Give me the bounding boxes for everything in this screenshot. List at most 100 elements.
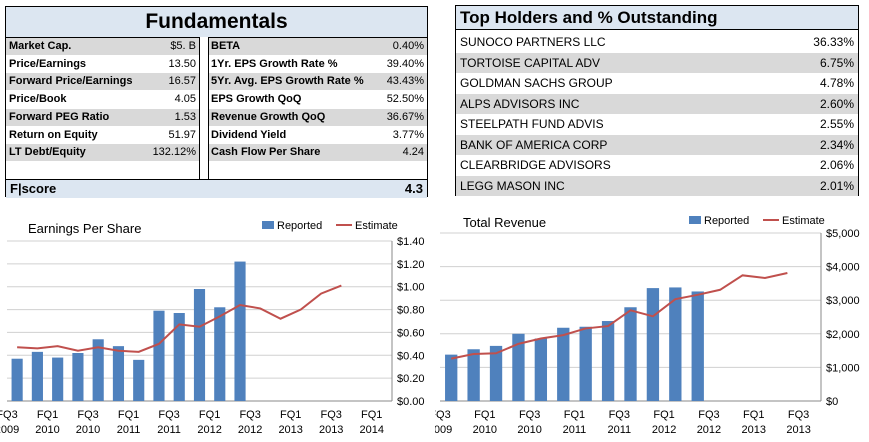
metric-label: 5Yr. Avg. EPS Growth Rate % xyxy=(211,75,364,88)
x-tick-label: FQ1 xyxy=(743,409,764,421)
metric-value: 0.40% xyxy=(392,40,424,52)
holder-row: CLEARBRIDGE ADVISORS 2.06% xyxy=(456,155,858,175)
eps-chart: $0.00 $0.20 $0.40 $0.60 $0.80 $1.00 $1.20 $1.40… xyxy=(0,220,425,436)
metric-value: 132.12% xyxy=(152,146,196,159)
reported-bar xyxy=(646,288,660,401)
holder-row: BANK OF AMERICA CORP 2.34% xyxy=(456,134,858,155)
y-tick-label: $0.60 xyxy=(397,327,425,339)
metric-label: 1Yr. EPS Growth Rate % xyxy=(211,57,338,70)
x-tick-label: 2013 xyxy=(319,424,343,436)
reported-bar xyxy=(112,346,125,401)
reported-bar xyxy=(92,339,104,401)
metric-label: EPS Growth QoQ xyxy=(211,93,302,106)
metric-value: 13.50 xyxy=(168,57,196,70)
fundamentals-row: BETA 0.40% xyxy=(208,38,427,55)
x-tick-label: 2013 xyxy=(278,424,302,436)
reported-bar xyxy=(52,357,64,401)
column-divider xyxy=(199,37,209,180)
legend-estimate-label: Estimate xyxy=(355,220,398,232)
y-tick-label: $1.00 xyxy=(397,282,425,294)
y-tick-label: $0.40 xyxy=(397,350,425,362)
x-tick-label: 2012 xyxy=(697,424,721,436)
x-tick-label: 2010 xyxy=(35,424,59,436)
reported-bar xyxy=(512,333,525,401)
x-tick-label: 2010 xyxy=(76,424,100,436)
holder-row: TORTOISE CAPITAL ADV 6.75% xyxy=(456,52,858,73)
metric-value: 4.24 xyxy=(402,146,424,159)
x-tick-label: 2013 xyxy=(786,424,810,436)
metric-value: $5. B xyxy=(170,40,196,52)
x-tick-label: FQ3 xyxy=(77,409,98,421)
legend-reported-swatch xyxy=(689,216,701,224)
holder-row: SUNOCO PARTNERS LLC 36.33% xyxy=(456,32,858,52)
metric-label: Return on Equity xyxy=(9,128,98,141)
x-tick-label: FQ3 xyxy=(698,409,719,421)
reported-bar xyxy=(234,261,246,401)
holder-name: ALPS ADVISORS INC xyxy=(460,96,580,111)
fscore-row: F|score 4.3 xyxy=(6,179,427,198)
holder-row: STEELPATH FUND ADVIS 2.55% xyxy=(456,114,858,134)
metric-value: 39.40% xyxy=(386,57,424,70)
reported-bar xyxy=(193,289,206,401)
metric-label: Dividend Yield xyxy=(211,128,287,141)
holder-row: LEGG MASON INC 2.01% xyxy=(456,175,858,196)
reported-bar xyxy=(72,353,84,401)
y-tick-label: $0.20 xyxy=(397,373,425,385)
estimate-line xyxy=(451,272,788,360)
x-tick-label: FQ3 xyxy=(158,409,179,421)
metric-value: 52.50% xyxy=(386,93,424,106)
x-tick-label: FQ3 xyxy=(609,409,630,421)
holder-row: ALPS ADVISORS INC 2.60% xyxy=(456,93,858,114)
fundamentals-row: Forward Price/Earnings 16.57 xyxy=(6,73,199,91)
metric-value: 51.97 xyxy=(168,128,196,141)
metric-label: BETA xyxy=(211,40,241,52)
reported-bar xyxy=(557,327,570,401)
chart-title: Earnings Per Share xyxy=(28,221,141,236)
legend-reported-label: Reported xyxy=(704,215,749,227)
fscore-label: F|score xyxy=(10,181,57,196)
metric-value: 1.53 xyxy=(174,110,196,123)
reported-bar xyxy=(579,326,592,401)
x-tick-label: FQ3 xyxy=(788,409,809,421)
fundamentals-panel: Fundamentals Market Cap. $5. B Price/Earni… xyxy=(5,6,428,198)
x-tick-label: 2011 xyxy=(157,424,181,436)
x-tick-label: FQ3 xyxy=(239,409,260,421)
holder-percent: 6.75% xyxy=(819,55,854,70)
holder-name: SUNOCO PARTNERS LLC xyxy=(460,35,606,49)
holder-percent: 2.01% xyxy=(819,178,854,193)
holder-percent: 2.55% xyxy=(819,117,854,131)
holder-name: STEELPATH FUND ADVIS xyxy=(460,117,604,131)
y-tick-label: $0.00 xyxy=(397,396,425,408)
holder-row: GOLDMAN SACHS GROUP 4.78% xyxy=(456,73,858,93)
reported-bar xyxy=(11,358,23,401)
holder-name: BANK OF AMERICA CORP xyxy=(460,137,608,152)
legend-reported-label: Reported xyxy=(277,220,322,232)
y-tick-label: $0 xyxy=(826,396,838,408)
holder-name: GOLDMAN SACHS GROUP xyxy=(460,76,613,90)
fundamentals-row: Dividend Yield 3.77% xyxy=(208,127,427,144)
x-tick-label: 2011 xyxy=(563,424,587,436)
estimate-line xyxy=(17,284,342,353)
x-tick-label: FQ1 xyxy=(118,409,139,421)
fundamentals-row: Return on Equity 51.97 xyxy=(6,127,199,144)
reported-bar xyxy=(133,359,145,401)
legend-reported-swatch xyxy=(262,221,274,229)
fundamentals-row: Forward PEG Ratio 1.53 xyxy=(6,108,199,126)
x-tick-label: FQ3 xyxy=(519,409,540,421)
y-tick-label: $4,000 xyxy=(826,262,860,274)
y-tick-label: $5,000 xyxy=(826,228,860,240)
chart-title: Total Revenue xyxy=(463,215,546,230)
metric-value: 4.05 xyxy=(174,93,196,106)
holder-percent: 2.34% xyxy=(819,137,854,152)
x-tick-label: 2011 xyxy=(117,424,141,436)
y-tick-label: $3,000 xyxy=(826,295,860,307)
fundamentals-row: Cash Flow Per Share 4.24 xyxy=(208,144,427,162)
reported-bar xyxy=(669,287,682,401)
x-tick-label: 2010 xyxy=(517,424,541,436)
holder-name: CLEARBRIDGE ADVISORS xyxy=(460,158,611,172)
metric-value: 3.77% xyxy=(392,128,424,141)
metric-label: Price/Earnings xyxy=(9,57,87,70)
metric-label: Price/Book xyxy=(9,93,67,106)
x-tick-label: FQ1 xyxy=(37,409,58,421)
holder-percent: 4.78% xyxy=(819,76,854,90)
